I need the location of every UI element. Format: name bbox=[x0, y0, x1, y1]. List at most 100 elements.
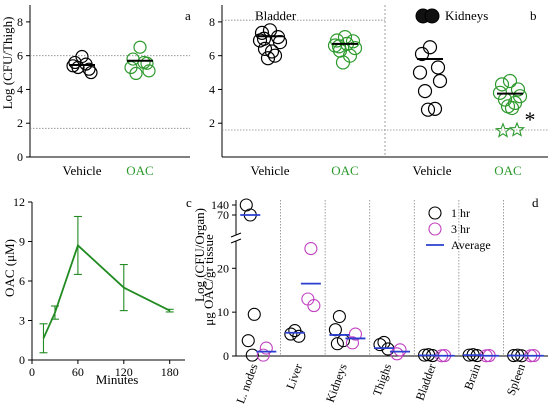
panel-d-legend-label: 1 hr bbox=[451, 206, 470, 220]
panel-d-point-1hr bbox=[239, 198, 253, 212]
panel-b-point bbox=[347, 40, 363, 56]
panel-b-title-kidneys: Kidneys bbox=[445, 8, 488, 23]
panel-d-legend-label: 3 hr bbox=[451, 222, 470, 236]
panel-d-category-label: Thighs bbox=[370, 361, 395, 397]
panel-b-point bbox=[502, 73, 518, 89]
panel-b-point-star bbox=[508, 121, 526, 137]
panel-d-ytick-label: 70 bbox=[217, 208, 229, 222]
panel-c-xlabel: Minutes bbox=[96, 372, 139, 387]
panel-a-group-label: OAC bbox=[126, 163, 153, 178]
panel-b-ytick-label: 6 bbox=[209, 49, 215, 63]
panel-d-category-label: Liver bbox=[283, 362, 305, 391]
panel-b-point bbox=[427, 101, 443, 116]
panel-b-point bbox=[331, 39, 347, 54]
panel-c-ytick-label: 12 bbox=[13, 195, 25, 209]
panel-a-ytick-label: 4 bbox=[17, 82, 23, 96]
panel-a-ytick-label: 6 bbox=[17, 49, 23, 63]
panel-b-point bbox=[272, 35, 288, 50]
panel-d-letter: d bbox=[532, 195, 539, 210]
panel-b-point bbox=[430, 60, 446, 75]
panel-d-category-label: Bladder bbox=[413, 362, 439, 402]
panel-b-group-label: OAC bbox=[494, 163, 521, 178]
panel-a-point bbox=[126, 52, 140, 66]
panel-d-point-1hr bbox=[373, 338, 387, 352]
panel-a-group-label: Vehicle bbox=[63, 163, 102, 178]
panel-b-point-above-range bbox=[424, 8, 440, 24]
panel-d-point-3hr bbox=[259, 341, 273, 355]
panel-d-point-3hr bbox=[345, 336, 360, 350]
panel-b-point-star bbox=[494, 122, 512, 138]
panel-d-axis-break bbox=[230, 232, 242, 238]
panel-d-ytick-label: 0 bbox=[223, 349, 229, 363]
panel-b-point bbox=[342, 48, 358, 63]
panel-d-point-3hr bbox=[390, 347, 404, 361]
panel-b-point bbox=[257, 41, 273, 57]
panel-b-point bbox=[432, 73, 448, 89]
panel-c-xtick-label: 60 bbox=[72, 365, 84, 379]
panel-c-ytick-label: 6 bbox=[19, 274, 25, 288]
panel-b-point bbox=[264, 44, 280, 59]
panel-b-ylabel: Log (CFU/Organ) bbox=[192, 208, 207, 302]
panel-c-xtick-label: 0 bbox=[29, 365, 35, 379]
panel-b-point bbox=[422, 40, 438, 55]
panel-d-legend-marker bbox=[428, 222, 442, 236]
panel-d-category-label: L. nodes bbox=[233, 361, 260, 405]
panel-b-group-label: OAC bbox=[331, 163, 358, 178]
panel-b-point bbox=[267, 48, 283, 63]
panel-d-axis-break bbox=[230, 238, 242, 244]
panel-d-point-1hr bbox=[245, 348, 259, 362]
panel-b-significance-marker: * bbox=[525, 107, 536, 132]
panel-b-point bbox=[254, 25, 270, 40]
panel-d-point-3hr bbox=[348, 327, 363, 341]
panel-b-point bbox=[417, 84, 433, 99]
panel-d-point-1hr bbox=[330, 337, 344, 351]
panel-d-legend-marker bbox=[428, 206, 442, 220]
panel-c-ytick-label: 9 bbox=[19, 235, 25, 249]
panel-d-legend-label: Average bbox=[451, 238, 491, 252]
panel-b-group-label: Vehicle bbox=[251, 163, 290, 178]
panel-d-point-3hr bbox=[393, 343, 407, 357]
panel-b-point bbox=[412, 65, 428, 80]
panel-d-category-label: Brain bbox=[461, 362, 483, 392]
panel-d-point-1hr bbox=[284, 327, 298, 341]
panel-c-xtick-label: 120 bbox=[115, 365, 133, 379]
panel-b: Log (CFU/Organ) Bladder Kidneys b 2 4 6 8 Ve… bbox=[192, 5, 548, 302]
panel-c-ytick-label: 0 bbox=[19, 353, 25, 367]
panel-c-series-line bbox=[42, 243, 171, 339]
panel-b-point bbox=[256, 31, 272, 46]
panel-c-ytick-label: 3 bbox=[19, 314, 25, 328]
panel-a-ylabel: Log (CFU/Thigh) bbox=[0, 17, 15, 110]
panel-d-point-3hr bbox=[304, 242, 318, 256]
panel-c-ylabel: OAC (μM) bbox=[2, 239, 17, 297]
panel-b-ytick-label: 4 bbox=[209, 82, 215, 96]
panel-b-point bbox=[414, 46, 430, 62]
panel-b-point bbox=[504, 100, 520, 116]
panel-a-ytick-label: 8 bbox=[17, 15, 23, 29]
panel-b-point bbox=[260, 51, 276, 66]
panel-b-letter: b bbox=[530, 8, 537, 23]
panel-b-point bbox=[335, 55, 351, 70]
panel-d-category-label: Kidneys bbox=[323, 361, 350, 404]
panel-b-point bbox=[494, 77, 510, 92]
panel-d-point-1hr bbox=[328, 323, 342, 337]
panel-d-point-1hr bbox=[241, 334, 255, 348]
panel-d-category-label: Spleen bbox=[504, 362, 528, 397]
panel-d-point-3hr bbox=[307, 299, 321, 313]
panel-b-title-bladder: Bladder bbox=[255, 8, 297, 23]
panel-d-ytick-label: 20 bbox=[217, 261, 229, 275]
panel-d-ytick-label: 10 bbox=[217, 305, 229, 319]
panel-a-point bbox=[71, 60, 85, 75]
panel-a-point bbox=[129, 66, 143, 81]
panel-d-point-1hr bbox=[247, 307, 261, 321]
panel-b-group-label: Vehicle bbox=[413, 163, 452, 178]
panel-a-ytick-label: 2 bbox=[17, 116, 23, 130]
panel-b-point bbox=[345, 34, 361, 49]
panel-d-point-1hr bbox=[332, 309, 346, 324]
panel-a-letter: a bbox=[185, 8, 191, 23]
panel-d-point-3hr bbox=[256, 348, 270, 362]
panel-b-point bbox=[262, 23, 278, 38]
panel-c-xtick-label: 180 bbox=[161, 365, 179, 379]
